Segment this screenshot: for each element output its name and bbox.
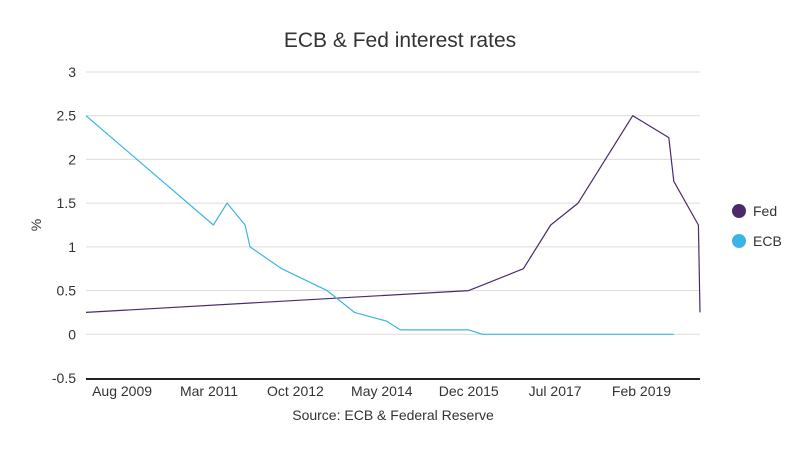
chart-title: ECB & Fed interest rates bbox=[284, 29, 516, 52]
y-axis-ticks: 3 2.5 2 1.5 1 0.5 0 -0.5 bbox=[52, 64, 76, 386]
y-tick-label: 1.5 bbox=[57, 195, 77, 211]
y-tick-label: 3 bbox=[68, 64, 76, 80]
y-tick-label: 0 bbox=[68, 326, 76, 342]
x-tick-label: Aug 2009 bbox=[92, 383, 152, 399]
x-tick-label: Mar 2011 bbox=[180, 383, 238, 399]
x-tick-label: Feb 2019 bbox=[612, 383, 671, 399]
y-tick-label: 2 bbox=[68, 151, 76, 167]
y-tick-label: 1 bbox=[68, 239, 76, 255]
legend-item-fed[interactable]: Fed bbox=[732, 203, 777, 219]
series-lines bbox=[85, 115, 701, 335]
y-tick-label: 0.5 bbox=[57, 283, 77, 299]
series-line-ecb bbox=[85, 115, 674, 335]
legend-label-fed: Fed bbox=[753, 203, 777, 219]
x-tick-label: Dec 2015 bbox=[439, 383, 499, 399]
legend-marker-fed bbox=[732, 204, 746, 218]
y-tick-label: -0.5 bbox=[52, 370, 76, 386]
x-axis-label-source: Source: ECB & Federal Reserve bbox=[292, 407, 494, 423]
x-tick-label: Jul 2017 bbox=[529, 383, 582, 399]
x-tick-label: Oct 2012 bbox=[267, 383, 324, 399]
legend-label-ecb: ECB bbox=[753, 233, 782, 249]
legend-marker-ecb bbox=[732, 234, 746, 248]
legend: Fed ECB bbox=[732, 203, 782, 249]
series-line-fed bbox=[85, 115, 701, 313]
legend-item-ecb[interactable]: ECB bbox=[732, 233, 782, 249]
y-axis-label: % bbox=[28, 219, 44, 231]
x-tick-label: May 2014 bbox=[351, 383, 413, 399]
y-tick-label: 2.5 bbox=[57, 108, 77, 124]
x-axis-ticks: Aug 2009 Mar 2011 Oct 2012 May 2014 Dec 2015… bbox=[92, 383, 671, 399]
